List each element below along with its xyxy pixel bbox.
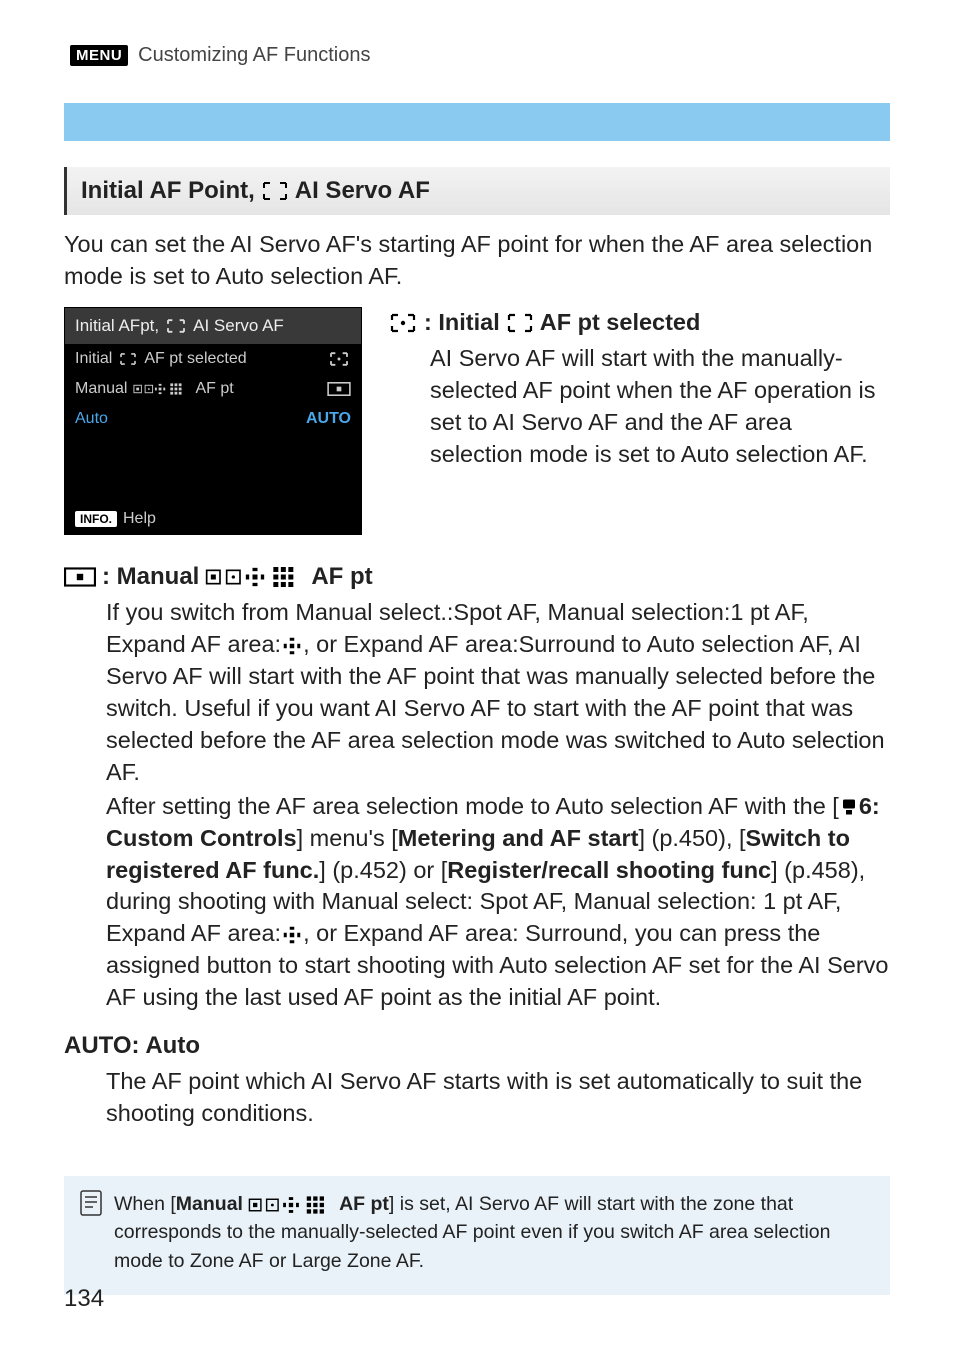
cam-title-prefix: Initial AFpt, — [75, 316, 159, 336]
initial-option-block: : Initial AF pt selected AI Servo AF wil… — [388, 307, 890, 471]
lead-suffix: AF pt selected — [540, 307, 701, 339]
lead-prefix: : Initial — [424, 307, 500, 339]
cam-row2-suffix: AF pt — [195, 380, 233, 398]
camera-menu-row-selected: Auto AUTO — [65, 404, 361, 434]
af-expand-icon — [281, 926, 303, 944]
af-box-icon — [64, 567, 96, 587]
chapter-header: MENU Customizing AF Functions — [70, 44, 890, 67]
note-bold-prefix: Manual — [176, 1193, 243, 1215]
af-box-icon — [327, 382, 351, 396]
af-multi-icon — [205, 566, 305, 588]
info-badge: INFO. — [75, 511, 117, 527]
camera-menu-row: Manual AF pt — [65, 374, 361, 404]
mp2b: ] menu's [ — [297, 825, 398, 851]
af-multi-icon — [248, 1196, 334, 1214]
blue-divider — [64, 103, 890, 141]
intro-text: You can set the AI Servo AF's starting A… — [64, 229, 890, 293]
mp2c: ] (p.450), [ — [638, 825, 745, 851]
menu-badge: MENU — [70, 45, 128, 66]
auto-para: The AF point which AI Servo AF starts wi… — [106, 1066, 890, 1130]
camera-menu-screenshot: Initial AFpt, AI Servo AF Initial AF pt … — [64, 307, 362, 535]
af-rect-dashed-icon — [165, 318, 187, 334]
section-heading-prefix: Initial AF Point, — [81, 177, 255, 205]
af-multi-icon — [133, 382, 189, 396]
cam-row1-prefix: Initial — [75, 350, 112, 368]
section-heading-suffix: AI Servo AF — [295, 177, 430, 205]
camera-menu-footer: INFO. Help — [65, 504, 361, 534]
mp2a: After setting the AF area selection mode… — [106, 793, 839, 819]
manual-para-2: After setting the AF area selection mode… — [106, 791, 890, 1015]
mp2-reg: Register/recall shooting func — [447, 857, 771, 883]
af-expand-icon — [281, 637, 303, 655]
af-rect-dashed-icon — [118, 352, 138, 366]
section-heading: Initial AF Point, AI Servo AF — [64, 167, 890, 215]
note-icon — [80, 1190, 102, 1216]
cam-row1-suffix: AF pt selected — [144, 350, 246, 368]
manual-heading-prefix: : Manual — [102, 563, 199, 591]
chapter-title: Customizing AF Functions — [138, 44, 370, 67]
af-rect-dashed-icon — [506, 312, 534, 334]
manual-heading-suffix: AF pt — [311, 563, 372, 591]
note-bold-suffix: AF pt — [339, 1193, 389, 1215]
mp2d: ] (p.452) or [ — [319, 857, 447, 883]
cam-title-suffix: AI Servo AF — [193, 316, 284, 336]
note-a: When [ — [114, 1193, 176, 1215]
mp2-met: Metering and AF start — [398, 825, 639, 851]
manual-heading: : Manual AF pt — [64, 563, 890, 591]
cam-row2-prefix: Manual — [75, 380, 127, 398]
cam-row3-left: Auto — [75, 410, 108, 428]
custom-controls-icon — [839, 798, 859, 816]
page-number: 134 — [64, 1285, 104, 1313]
camera-menu-spacer — [65, 434, 361, 504]
manual-para-1: If you switch from Manual select.:Spot A… — [106, 597, 890, 789]
af-rect-dashed-icon — [261, 180, 289, 202]
cam-footer-text: Help — [123, 510, 156, 528]
cam-row3-right: AUTO — [306, 410, 351, 428]
initial-option-heading: : Initial AF pt selected — [388, 307, 890, 339]
af-rect-dot-icon — [327, 351, 351, 367]
initial-option-body: AI Servo AF will start with the manually… — [430, 343, 890, 471]
camera-menu-row: Initial AF pt selected — [65, 344, 361, 374]
auto-heading: AUTO: Auto — [64, 1032, 890, 1060]
af-rect-dot-icon — [388, 312, 418, 334]
note-text: When [Manual AF pt] is set, AI Servo AF … — [114, 1190, 874, 1275]
note-box: When [Manual AF pt] is set, AI Servo AF … — [64, 1176, 890, 1295]
camera-menu-title: Initial AFpt, AI Servo AF — [65, 308, 361, 344]
